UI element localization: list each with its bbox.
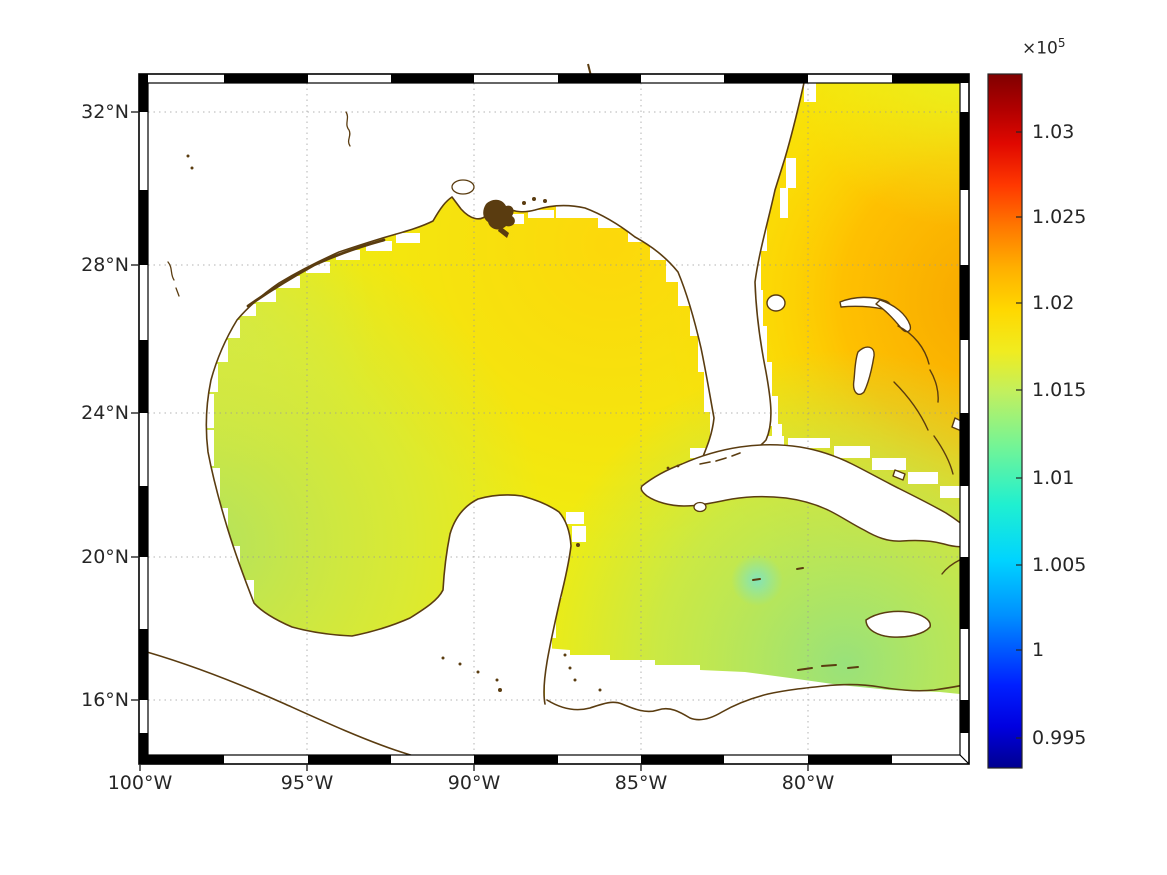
colorbar: [987, 73, 1023, 769]
louisiana-delta-details: [451, 179, 547, 238]
lat-tick-20n: 20°N: [81, 546, 129, 568]
mainland-fill: [148, 83, 804, 755]
grid-lines: [148, 83, 960, 755]
map-frame: [131, 73, 970, 771]
florida-details: [666, 294, 786, 470]
lat-tick-32n: 32°N: [81, 101, 129, 123]
colorbar-tick-marks: [1016, 131, 1022, 739]
lat-tick-24n: 24°N: [81, 402, 129, 424]
colorbar-tick-1-01: 1.01: [1032, 467, 1075, 489]
frame-corner-bevels: [138, 73, 970, 765]
lake-okeechobee: [766, 294, 786, 312]
texas-barrier-islands: [246, 238, 386, 308]
frame-black-segments: [139, 74, 969, 764]
colorbar-tick-1-02: 1.02: [1032, 292, 1075, 314]
honduras-nicaragua-coast: [546, 683, 960, 721]
isla-juventud: [693, 501, 707, 513]
cayman-islands: [752, 567, 804, 581]
lon-tick-85w: 85°W: [614, 772, 668, 794]
lon-tick-100w: 100°W: [107, 772, 173, 794]
colorbar-tick-1: 1: [1032, 639, 1045, 661]
colorbar-tick-1-015: 1.015: [1032, 379, 1087, 401]
lon-tick-80w: 80°W: [781, 772, 835, 794]
colorbar-exponent-label: ×105: [1022, 36, 1066, 59]
small-islets-and-lakes: [167, 111, 602, 692]
colorbar-tick-1-005: 1.005: [1032, 554, 1087, 576]
lat-tick-16n: 16°N: [81, 689, 129, 711]
nodata-south-mask: [545, 648, 960, 755]
cuba-outline: [640, 444, 960, 548]
colorbar-tick-0-995: 0.995: [1032, 727, 1087, 749]
lon-tick-95w: 95°W: [280, 772, 334, 794]
colorbar-gradient: [987, 73, 1023, 769]
jamaica-outline: [865, 610, 931, 638]
colorbar-tick-1-03: 1.03: [1032, 121, 1075, 143]
lat-tick-28n: 28°N: [81, 254, 129, 276]
lon-tick-90w: 90°W: [447, 772, 501, 794]
colorbar-tick-1-025: 1.025: [1032, 206, 1087, 228]
bay-islands: [797, 664, 859, 671]
axis-tick-marks: [131, 111, 809, 771]
bahamas: [839, 296, 960, 575]
